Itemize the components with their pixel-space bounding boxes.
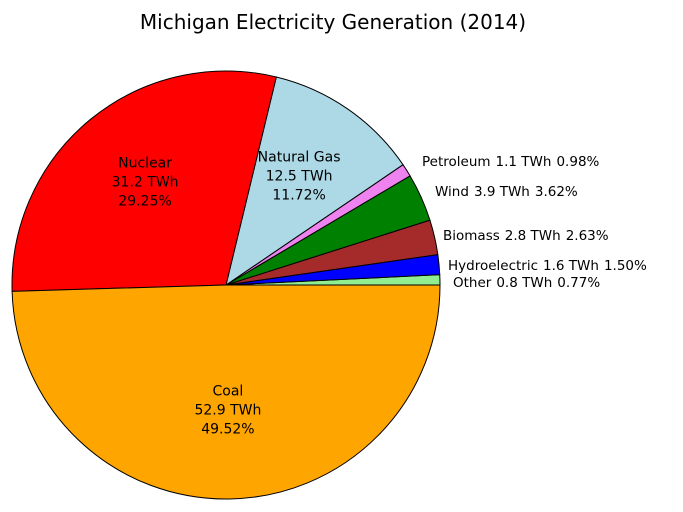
slice-label-line: 11.72%: [272, 187, 325, 203]
slice-label: Natural Gas 12.5 TWh 11.72%: [258, 149, 341, 203]
slice-label-name: Biomass: [443, 228, 500, 244]
slice-label-value: 1.6 TWh: [543, 258, 599, 274]
slice-label-line: 52.9 TWh: [194, 402, 261, 418]
slice-label-line: Nuclear: [118, 155, 172, 171]
slice-label-name: Wind: [435, 184, 469, 200]
slice-label: Wind 3.9 TWh 3.62%: [435, 184, 578, 200]
slice-label-value: 1.1 TWh: [496, 154, 552, 170]
slice-label-percent: 0.98%: [556, 154, 599, 170]
slice-label: Other 0.8 TWh 0.77%: [453, 275, 600, 291]
slice-label-value: 0.8 TWh: [496, 275, 552, 291]
slice-label: Coal 52.9 TWh 49.52%: [194, 383, 261, 437]
chart-title: Michigan Electricity Generation (2014): [140, 10, 526, 34]
slice-label-line: Natural Gas: [258, 149, 341, 165]
slice-label: Petroleum 1.1 TWh 0.98%: [422, 154, 600, 170]
slice-label-name: Other: [453, 275, 492, 291]
pie-slice: [225, 76, 404, 287]
slice-label-percent: 0.77%: [557, 275, 600, 291]
slice-label-percent: 3.62%: [535, 184, 578, 200]
slice-label-percent: 2.63%: [566, 228, 609, 244]
slice-label-name: Hydroelectric: [448, 258, 538, 274]
slice-label-value: 2.8 TWh: [505, 228, 561, 244]
slice-label-line: Coal: [213, 383, 244, 399]
slice-label: Hydroelectric 1.6 TWh 1.50%: [448, 258, 647, 274]
pie-slice: [11, 70, 277, 292]
slice-label-line: 29.25%: [118, 193, 171, 209]
slice-label: Nuclear 31.2 TWh 29.25%: [112, 155, 179, 209]
pie-slice: [11, 284, 441, 500]
slice-label-line: 49.52%: [201, 421, 254, 437]
slice-label-percent: 1.50%: [604, 258, 647, 274]
slice-label-name: Petroleum: [422, 154, 491, 170]
slice-label-line: 31.2 TWh: [112, 174, 179, 190]
slice-label-line: 12.5 TWh: [266, 168, 333, 184]
slice-label-value: 3.9 TWh: [474, 184, 530, 200]
slice-label: Biomass 2.8 TWh 2.63%: [443, 228, 609, 244]
